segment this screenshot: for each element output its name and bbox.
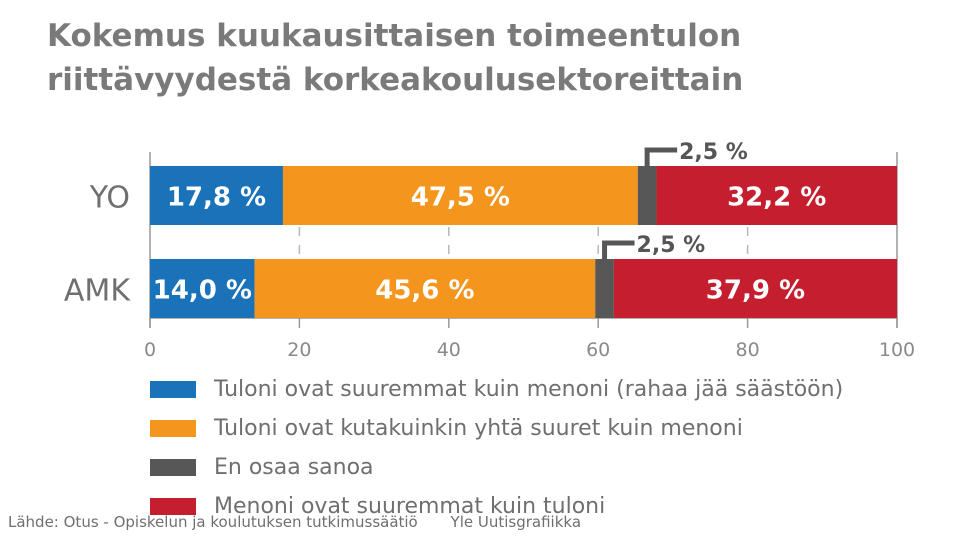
data-label-yo-series-0: 17,8 % — [167, 183, 266, 213]
bar-amk-series-3 — [613, 259, 897, 318]
data-label-yo-series-3: 32,2 % — [727, 183, 826, 213]
legend-swatch-red — [150, 498, 196, 515]
bar-amk-series-0 — [150, 259, 255, 318]
tick-label-60: 60 — [586, 339, 610, 361]
legend-label-savings: Tuloni ovat suuremmat kuin menoni (rahaa… — [214, 377, 844, 402]
data-label-amk-series-2: 2,5 % — [637, 233, 706, 258]
legend-label-equal: Tuloni ovat kutakuinkin yhtä suuret kuin… — [214, 416, 743, 441]
tick-label-0: 0 — [144, 339, 156, 361]
callout-line-yo — [644, 147, 678, 167]
data-label-amk-series-1: 45,6 % — [375, 276, 474, 306]
chart-title-line-1: Kokemus kuukausittaisen toimeentulon — [47, 18, 742, 54]
callout-line-amk — [602, 240, 635, 260]
bar-yo-series-0 — [150, 166, 283, 225]
source-text: Lähde: Otus - Opiskelun ja koulutuksen t… — [8, 513, 418, 531]
footer: Lähde: Otus - Opiskelun ja koulutuksen t… — [8, 513, 609, 531]
bar-yo-series-2 — [637, 166, 657, 225]
category-label-amk: AMK — [64, 274, 131, 309]
tick-label-80: 80 — [736, 339, 760, 361]
tick-label-20: 20 — [287, 339, 311, 361]
legend-item-savings: Tuloni ovat suuremmat kuin menoni (rahaa… — [150, 370, 843, 409]
bar-amk-series-2 — [595, 259, 614, 318]
legend-item-deficit: Menoni ovat suuremmat kuin tuloni — [150, 487, 843, 526]
legend: Tuloni ovat suuremmat kuin menoni (rahaa… — [150, 370, 843, 526]
legend-swatch-orange — [150, 420, 196, 437]
category-label-yo: YO — [89, 181, 130, 216]
data-label-amk-series-0: 14,0 % — [153, 276, 252, 306]
legend-label-deficit: Menoni ovat suuremmat kuin tuloni — [214, 494, 606, 519]
legend-item-equal: Tuloni ovat kutakuinkin yhtä suuret kuin… — [150, 409, 843, 448]
bar-yo-series-1 — [282, 166, 638, 225]
credit-text: Yle Uutisgrafiikka — [450, 513, 582, 531]
legend-label-dont-know: En osaa sanoa — [214, 455, 374, 480]
data-label-amk-series-3: 37,9 % — [706, 276, 805, 306]
legend-item-dont-know: En osaa sanoa — [150, 448, 843, 487]
bar-amk-series-1 — [254, 259, 596, 318]
data-label-yo-series-2: 2,5 % — [679, 140, 748, 165]
bar-yo-series-3 — [656, 166, 897, 225]
chart-title: Kokemus kuukausittaisen toimeentulon rii… — [47, 14, 743, 102]
stacked-bar-chart: 0 20 40 60 80 100 YO 17,8 % 47,5 % 2,5 % 32,2 % AMK… — [64, 140, 915, 361]
chart-title-line-2: riittävyydestä korkeakoulusektoreittain — [47, 62, 744, 98]
legend-swatch-gray — [150, 459, 196, 476]
data-label-yo-series-1: 47,5 % — [411, 183, 510, 213]
legend-swatch-blue — [150, 381, 196, 398]
tick-label-100: 100 — [879, 339, 915, 361]
tick-label-40: 40 — [437, 339, 461, 361]
